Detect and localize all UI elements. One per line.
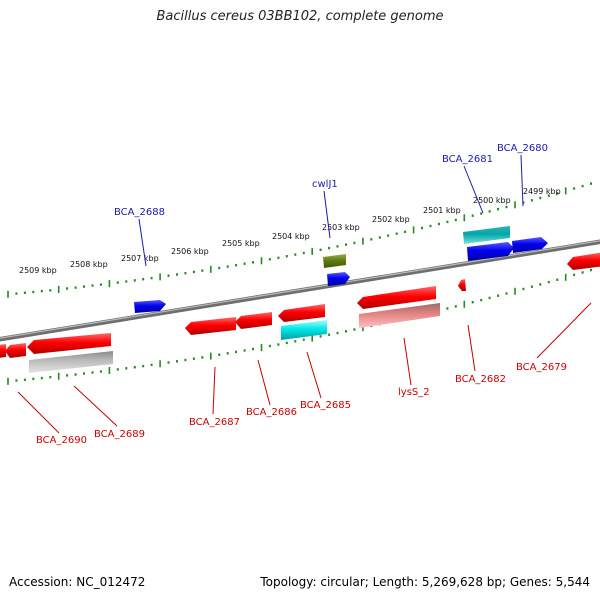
genome-summary-text: Topology: circular; Length: 5,269,628 bp… [260,575,590,589]
genome-backbone [0,239,600,342]
gene-arrow-lyss-2[interactable] [357,286,436,309]
gene-arrow-bca-2688[interactable] [134,300,166,313]
gene-label-bca-2685[interactable]: BCA_2685 [300,400,351,411]
forward-label-leaders [138,154,524,267]
gene-arrow-red[interactable] [0,344,6,358]
gene-arrow-bca-2682[interactable] [458,279,466,291]
gene-arrow-teal[interactable] [463,226,510,244]
gene-arrow-olive[interactable] [323,254,346,268]
kbp-label: 2509 kbp [19,266,57,275]
gene-arrow-bca-2689[interactable] [27,333,111,354]
kbp-label: 2504 kbp [272,232,310,241]
genome-backbone-highlight [0,240,600,339]
gene-label-bca-2679[interactable]: BCA_2679 [516,362,567,373]
gene-label-lyss-2[interactable]: lysS_2 [398,387,430,398]
gene-label-bca-2686[interactable]: BCA_2686 [246,407,297,418]
gene-label-bca-2689[interactable]: BCA_2689 [94,429,145,440]
gene-arrow-gray[interactable] [29,351,113,373]
kbp-label: 2502 kbp [372,215,410,224]
upper-scale-ticks [7,182,592,298]
gene-arrow-bca-2680[interactable] [512,237,548,253]
kbp-label: 2505 kbp [222,239,260,248]
gene-label-bca-2688[interactable]: BCA_2688 [114,207,165,218]
kbp-labels: 2509 kbp 2508 kbp 2507 kbp 2506 kbp 2505… [19,187,561,275]
gene-label-bca-2681[interactable]: BCA_2681 [442,154,493,165]
gene-label-cwlj1[interactable]: cwlJ1 [312,179,338,190]
gene-arrow-bca-2687[interactable] [185,317,236,335]
gene-arrow-cwlj1[interactable] [327,272,350,286]
gene-label-bca-2680[interactable]: BCA_2680 [497,143,548,154]
forward-genes [134,226,548,313]
kbp-label: 2500 kbp [473,196,511,205]
gene-arrow-bca-2690[interactable] [5,343,26,358]
gene-arrow-bca-2686[interactable] [235,312,272,329]
kbp-label: 2503 kbp [322,223,360,232]
kbp-label: 2499 kbp [523,187,561,196]
kbp-label: 2501 kbp [423,206,461,215]
reverse-genes [0,252,600,373]
genome-title: Bacillus cereus 03BB102, complete genome [156,9,444,24]
kbp-label: 2507 kbp [121,254,159,263]
kbp-label: 2508 kbp [70,260,108,269]
kbp-label: 2506 kbp [171,247,209,256]
reverse-gene-labels: BCA_2690 BCA_2689 BCA_2687 BCA_2686 BCA_… [36,362,567,446]
gene-arrow-cyan[interactable] [281,320,327,340]
gene-label-bca-2690[interactable]: BCA_2690 [36,435,87,446]
reverse-label-leaders [17,302,592,434]
forward-gene-labels: BCA_2688 cwlJ1 BCA_2681 BCA_2680 [114,143,548,218]
accession-text: Accession: NC_012472 [9,575,146,589]
gene-arrow-pink[interactable] [359,303,440,328]
gene-arrow-bca-2679[interactable] [567,252,600,270]
gene-label-bca-2682[interactable]: BCA_2682 [455,374,506,385]
gene-label-bca-2687[interactable]: BCA_2687 [189,417,240,428]
gene-arrow-bca-2681[interactable] [467,242,514,261]
gene-arrow-bca-2685[interactable] [278,304,325,322]
